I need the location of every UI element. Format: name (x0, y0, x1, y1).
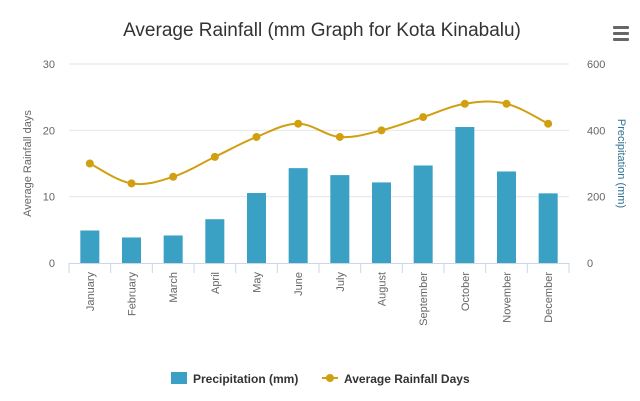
x-tick-label: March (168, 272, 180, 303)
y-right-axis-title: Precipitation (mm) (615, 119, 627, 208)
y-left-tick-label: 20 (43, 125, 55, 137)
chart-menu-button[interactable] (610, 22, 632, 42)
rainfall-days-point (294, 119, 303, 128)
chart-title: Average Rainfall (mm Graph for Kota Kina… (123, 20, 521, 41)
rainfall-days-point (502, 99, 511, 108)
rainfall-days-point (377, 126, 386, 135)
y-right-tick-label: 200 (587, 192, 605, 204)
rainfall-days-point (419, 113, 428, 122)
rainfall-days-point (544, 119, 553, 128)
precipitation-bar (538, 193, 558, 263)
bar-series (80, 127, 558, 264)
precipitation-bar (80, 230, 100, 263)
y-right-tick-label: 0 (587, 258, 593, 270)
precipitation-bar (247, 193, 266, 263)
y-left-axis-title: Average Rainfall days (22, 110, 34, 217)
rainfall-days-point (460, 99, 469, 108)
precipitation-bar (205, 219, 225, 263)
precipitation-bar (372, 182, 391, 263)
line-series (85, 99, 553, 188)
legend-item-rainfall-days[interactable]: Average Rainfall Days (322, 372, 470, 386)
x-tick-label: October (460, 272, 472, 311)
rainfall-days-point (210, 152, 219, 161)
legend: Precipitation (mm) Average Rainfall Days (171, 372, 470, 386)
legend-swatch-marker (326, 374, 334, 382)
legend-item-precipitation[interactable]: Precipitation (mm) (171, 372, 298, 386)
x-tick-label: April (210, 272, 222, 294)
y-right-tick-label: 400 (587, 125, 605, 137)
x-tick-label: November (502, 272, 514, 323)
legend-label: Precipitation (mm) (193, 372, 298, 386)
precipitation-bar (497, 171, 516, 263)
x-tick-label: July (335, 272, 347, 292)
x-tick-label: June (293, 272, 305, 296)
hamburger-menu-icon (613, 26, 629, 41)
x-tick-label: September (418, 272, 430, 326)
legend-swatch-bar (171, 372, 187, 384)
x-tick-label: January (85, 272, 97, 312)
axes: 0 0 10 200 20 400 30 600 January February March Apr… (22, 59, 627, 326)
x-tick-label: December (543, 272, 555, 323)
rainfall-days-point (85, 159, 94, 168)
rainfall-days-point (169, 172, 178, 181)
y-right-tick-label: 600 (587, 59, 605, 71)
precipitation-bar (455, 127, 475, 264)
precipitation-bar (163, 235, 183, 263)
rainfall-days-point (127, 179, 136, 188)
rainfall-days-point (335, 132, 344, 141)
precipitation-bar (288, 168, 308, 263)
y-left-tick-label: 10 (43, 192, 55, 204)
precipitation-bar (122, 237, 141, 263)
x-tick-label: May (252, 272, 264, 293)
rainfall-days-line (89, 100, 549, 186)
y-left-tick-label: 30 (43, 59, 55, 71)
legend-label: Average Rainfall Days (344, 372, 470, 386)
x-tick-label: February (127, 272, 139, 317)
rainfall-days-point (252, 132, 261, 141)
precipitation-bar (330, 175, 350, 263)
x-tick-label: August (377, 272, 389, 306)
y-left-tick-label: 0 (49, 258, 55, 270)
precipitation-bar (413, 165, 433, 263)
